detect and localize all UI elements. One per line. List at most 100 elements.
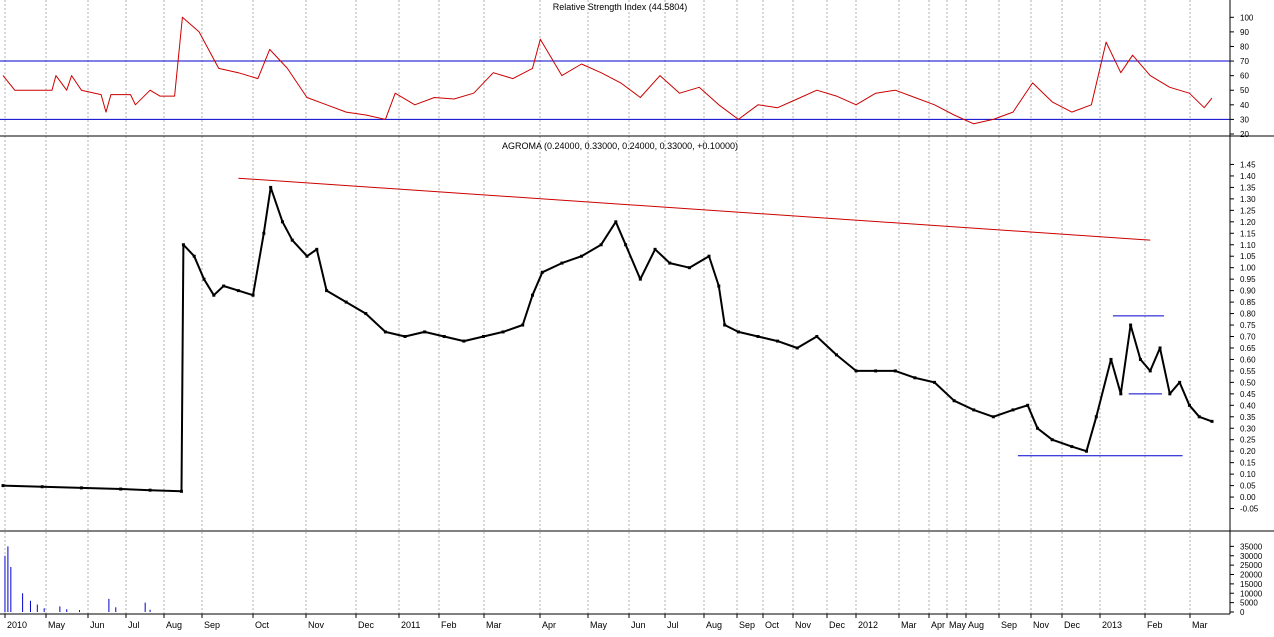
y-tick-label-1-29: 1.40 [1240, 172, 1256, 181]
x-tick-label-29: 2013 [1102, 620, 1122, 630]
price-point-6 [181, 243, 185, 247]
y-tick-label-1-28: 1.35 [1240, 183, 1256, 192]
price-point-73 [1187, 403, 1191, 407]
price-point-41 [707, 254, 711, 258]
price-point-67 [1129, 323, 1133, 327]
y-tick-label-1-27: 1.30 [1240, 195, 1256, 204]
x-tick-label-30: Feb [1147, 620, 1163, 630]
price-point-10 [222, 284, 226, 288]
price-point-5 [179, 489, 183, 493]
price-point-20 [344, 300, 348, 304]
x-tick-label-16: Aug [706, 620, 722, 630]
price-point-49 [834, 353, 838, 357]
price-title: AGROMA (0.24000, 0.33000, 0.24000, 0.330… [502, 141, 738, 151]
y-tick-label-2-2: 10000 [1240, 589, 1263, 598]
y-tick-label-1-1: 0.00 [1240, 493, 1256, 502]
price-point-72 [1178, 380, 1182, 384]
x-tick-label-12: Apr [542, 620, 556, 630]
price-point-69 [1148, 369, 1152, 373]
y-tick-label-1-18: 0.85 [1240, 298, 1256, 307]
price-point-43 [723, 323, 727, 327]
price-point-13 [262, 231, 266, 235]
price-point-47 [795, 346, 799, 350]
x-tick-label-15: Jul [667, 620, 679, 630]
price-line [2, 186, 1213, 493]
price-point-58 [1011, 408, 1015, 412]
price-point-9 [212, 293, 216, 297]
price-point-0 [1, 484, 5, 488]
y-tick-label-0-2: 40 [1240, 101, 1249, 110]
y-tick-label-1-12: 0.55 [1240, 367, 1256, 376]
price-point-17 [305, 254, 309, 258]
x-tick-label-22: Mar [901, 620, 917, 630]
x-tick-label-10: Feb [441, 620, 457, 630]
y-tick-label-1-0: -0.05 [1240, 505, 1259, 514]
y-tick-label-2-4: 20000 [1240, 571, 1263, 580]
price-point-7 [192, 254, 196, 258]
y-tick-label-1-4: 0.15 [1240, 459, 1256, 468]
y-tick-label-1-13: 0.60 [1240, 355, 1256, 364]
x-tick-label-24: May [949, 620, 967, 630]
x-tick-label-0: 2010 [7, 620, 27, 630]
price-point-52 [893, 369, 897, 373]
price-point-34 [599, 243, 603, 247]
price-point-42 [717, 284, 721, 288]
y-tick-label-2-6: 30000 [1240, 552, 1263, 561]
price-point-57 [991, 415, 995, 419]
price-point-27 [481, 335, 485, 338]
y-tick-label-2-5: 25000 [1240, 561, 1263, 570]
y-tick-label-1-8: 0.35 [1240, 413, 1256, 422]
price-point-54 [933, 380, 937, 384]
x-tick-label-2: Jun [90, 620, 105, 630]
y-tick-label-2-3: 15000 [1240, 580, 1263, 589]
y-tick-label-1-25: 1.20 [1240, 218, 1256, 227]
price-point-59 [1026, 403, 1030, 407]
price-point-22 [383, 330, 387, 334]
y-tick-label-1-21: 1.00 [1240, 264, 1256, 273]
price-point-51 [874, 369, 878, 373]
y-tick-label-2-1: 5000 [1240, 599, 1258, 608]
x-tick-label-21: 2012 [858, 620, 878, 630]
rsi-panel: Relative Strength Index (44.5804) 20 30 40… [0, 2, 1254, 139]
price-point-30 [530, 293, 534, 297]
x-tick-label-8: Dec [358, 620, 375, 630]
price-point-23 [403, 335, 407, 338]
x-tick-label-1: May [48, 620, 66, 630]
price-point-61 [1050, 438, 1054, 442]
price-point-66 [1119, 392, 1123, 396]
price-point-53 [913, 376, 917, 380]
x-tick-label-17: Sep [739, 620, 755, 630]
y-tick-label-1-24: 1.15 [1240, 229, 1256, 238]
price-point-70 [1158, 346, 1162, 350]
x-tick-label-5: Sep [204, 620, 220, 630]
x-tick-label-3: Jul [128, 620, 140, 630]
x-tick-label-11: Mar [486, 620, 502, 630]
price-point-33 [580, 254, 584, 258]
y-tick-label-0-5: 70 [1240, 57, 1249, 66]
x-tick-label-31: Mar [1192, 620, 1208, 630]
y-tick-label-1-10: 0.45 [1240, 390, 1256, 399]
y-tick-label-0-6: 80 [1240, 42, 1249, 51]
price-point-26 [462, 339, 466, 343]
price-point-63 [1084, 449, 1088, 453]
resistance-trendline [238, 177, 1151, 241]
y-tick-label-1-7: 0.30 [1240, 424, 1256, 433]
y-tick-label-1-19: 0.90 [1240, 287, 1256, 296]
x-tick-label-7: Nov [308, 620, 325, 630]
y-tick-label-1-2: 0.05 [1240, 482, 1256, 491]
price-point-39 [668, 261, 672, 265]
x-tick-label-25: Aug [968, 620, 984, 630]
y-tick-label-1-17: 0.80 [1240, 310, 1256, 319]
x-tick-label-9: 2011 [401, 620, 420, 630]
y-tick-label-2-7: 35000 [1240, 542, 1263, 551]
price-point-21 [364, 312, 368, 316]
price-point-37 [638, 277, 642, 281]
price-point-35 [614, 220, 618, 224]
price-panel: AGROMA (0.24000, 0.33000, 0.24000, 0.330… [1, 141, 1259, 514]
price-point-74 [1197, 415, 1201, 419]
price-point-44 [736, 330, 740, 334]
price-point-1 [40, 485, 44, 489]
x-tick-label-18: Oct [765, 620, 780, 630]
